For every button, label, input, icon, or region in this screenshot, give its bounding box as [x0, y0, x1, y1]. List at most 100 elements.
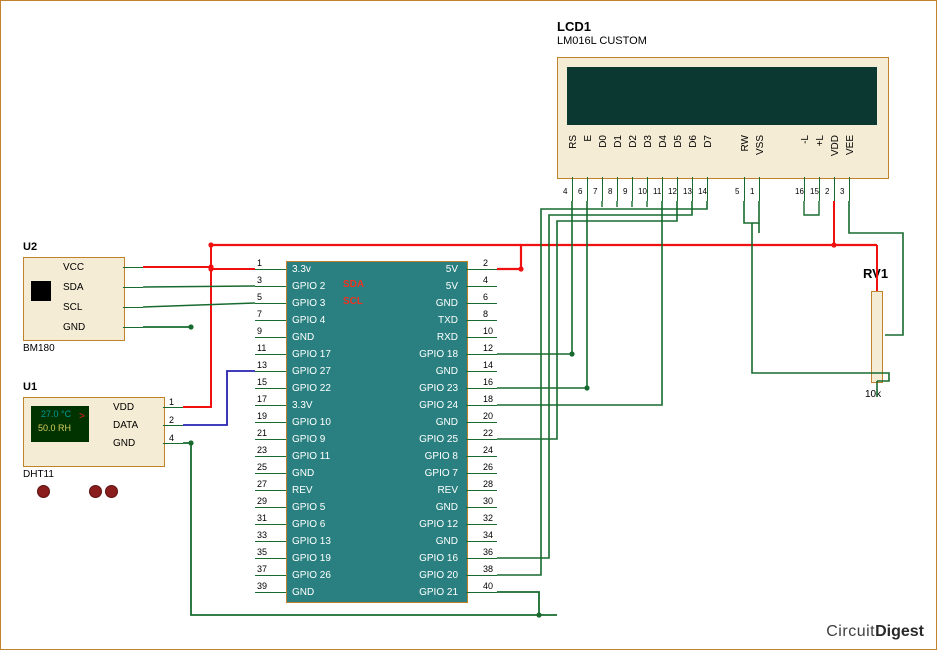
rpi-right-label: GND: [436, 366, 458, 377]
u1-pin-label: VDD: [113, 402, 134, 413]
lcd-pin-number: 1: [750, 187, 754, 196]
schematic-canvas: LCD1 LM016L CUSTOM U2 BM180 U1 27.0 °C >…: [0, 0, 937, 650]
lcd-ref: LCD1: [557, 19, 591, 34]
lcd-pin-name: RS: [568, 135, 579, 149]
rpi-left-number: 23: [257, 445, 267, 455]
rpi-left-stub: [255, 303, 286, 304]
rpi-left-stub: [255, 456, 286, 457]
pot-body: [871, 291, 885, 381]
pot-value: 10k: [865, 389, 881, 400]
rpi-left-label: GPIO 22: [292, 383, 331, 394]
rpi-left-label: GPIO 10: [292, 417, 331, 428]
rpi-right-label: GND: [436, 502, 458, 513]
rpi-right-stub: [466, 558, 497, 559]
lcd-pin-name: D5: [673, 135, 684, 148]
rpi-left-number: 39: [257, 581, 267, 591]
lcd-pin-number: 8: [608, 187, 612, 196]
rpi-left-label: GPIO 4: [292, 315, 325, 326]
rpi-left-label: GPIO 19: [292, 553, 331, 564]
lcd-pin-stub: [572, 177, 573, 201]
u1-pin-label: GND: [113, 438, 135, 449]
lcd-pin-stub: [759, 177, 760, 201]
rpi-left-stub: [255, 575, 286, 576]
rpi-right-label: GND: [436, 536, 458, 547]
lcd-pin-stub: [804, 177, 805, 201]
lcd-pin-number: 11: [653, 187, 661, 196]
rpi-left-number: 19: [257, 411, 267, 421]
rpi-left-label: GPIO 9: [292, 434, 325, 445]
rpi-right-number: 26: [483, 462, 493, 472]
dht-dot2: [89, 485, 102, 498]
lcd-pin-name: VEE: [845, 135, 856, 155]
rpi-left-label: 3.3V: [292, 400, 313, 411]
rpi-left-number: 9: [257, 326, 262, 336]
rpi-right-label: 5V: [446, 264, 458, 275]
u2-pin-label: VCC: [63, 262, 84, 273]
rpi-right-stub: [466, 473, 497, 474]
rpi-right-stub: [466, 422, 497, 423]
u1-line1: 27.0 °C: [41, 409, 71, 419]
footer-logo: CircuitDigest: [826, 623, 924, 641]
lcd-pin-stub: [677, 177, 678, 201]
lcd-pin-name: D1: [613, 135, 624, 148]
lcd-pin-stub: [692, 177, 693, 201]
rpi-left-number: 3: [257, 275, 262, 285]
rpi-right-label: GPIO 21: [419, 587, 458, 598]
rpi-left-number: 33: [257, 530, 267, 540]
lcd-pin-name: E: [583, 135, 594, 142]
rpi-right-stub: [466, 388, 497, 389]
lcd-pin-name: D3: [643, 135, 654, 148]
rpi-left-label: GND: [292, 587, 314, 598]
u1-ref: U1: [23, 381, 37, 393]
u1-pin-number: 4: [169, 433, 174, 443]
rpi-left-label: GPIO 5: [292, 502, 325, 513]
rpi-right-stub: [466, 592, 497, 593]
rpi-right-label: GPIO 24: [419, 400, 458, 411]
rpi-left-label: GND: [292, 468, 314, 479]
lcd-pin-number: 4: [563, 187, 567, 196]
rpi-right-number: 16: [483, 377, 493, 387]
rpi-left-number: 15: [257, 377, 267, 387]
rpi-right-stub: [466, 439, 497, 440]
dht-dot1: [37, 485, 50, 498]
rpi-left-stub: [255, 320, 286, 321]
rpi-right-stub: [466, 303, 497, 304]
rpi-right-label: GPIO 25: [419, 434, 458, 445]
u2-pin-label: GND: [63, 322, 85, 333]
rpi-right-stub: [466, 286, 497, 287]
u1-pin-stub: [163, 443, 183, 444]
lcd-pin-name: -L: [800, 135, 811, 144]
rpi-left-label: GPIO 2: [292, 281, 325, 292]
lcd-pin-number: 14: [698, 187, 707, 196]
lcd-pin-name: D0: [598, 135, 609, 148]
rpi-right-label: GPIO 7: [425, 468, 458, 479]
label-scl: SCL: [343, 296, 363, 307]
rpi-right-stub: [466, 269, 497, 270]
rpi-right-stub: [466, 507, 497, 508]
rpi-right-label: GPIO 8: [425, 451, 458, 462]
rpi-left-stub: [255, 371, 286, 372]
u2-pin-label: SCL: [63, 302, 82, 313]
rpi-right-label: GND: [436, 417, 458, 428]
label-sda: SDA: [343, 279, 364, 290]
rpi-right-label: GPIO 12: [419, 519, 458, 530]
rpi-left-stub: [255, 541, 286, 542]
lcd-pin-stub: [647, 177, 648, 201]
rpi-right-label: GND: [436, 298, 458, 309]
u2-pin-stub: [123, 327, 143, 328]
rpi-left-number: 5: [257, 292, 262, 302]
rpi-right-stub: [466, 371, 497, 372]
rpi-right-stub: [466, 320, 497, 321]
lcd-pin-number: 6: [578, 187, 582, 196]
rpi-left-label: GPIO 11: [292, 451, 330, 462]
rpi-left-stub: [255, 507, 286, 508]
lcd-pin-name: RW: [740, 135, 751, 151]
rpi-left-stub: [255, 286, 286, 287]
rpi-left-label: GPIO 26: [292, 570, 331, 581]
rpi-left-stub: [255, 337, 286, 338]
rpi-right-number: 2: [483, 258, 488, 268]
rpi-right-stub: [466, 456, 497, 457]
rpi-left-stub: [255, 405, 286, 406]
rpi-left-label: GPIO 27: [292, 366, 331, 377]
rpi-left-number: 7: [257, 309, 262, 319]
